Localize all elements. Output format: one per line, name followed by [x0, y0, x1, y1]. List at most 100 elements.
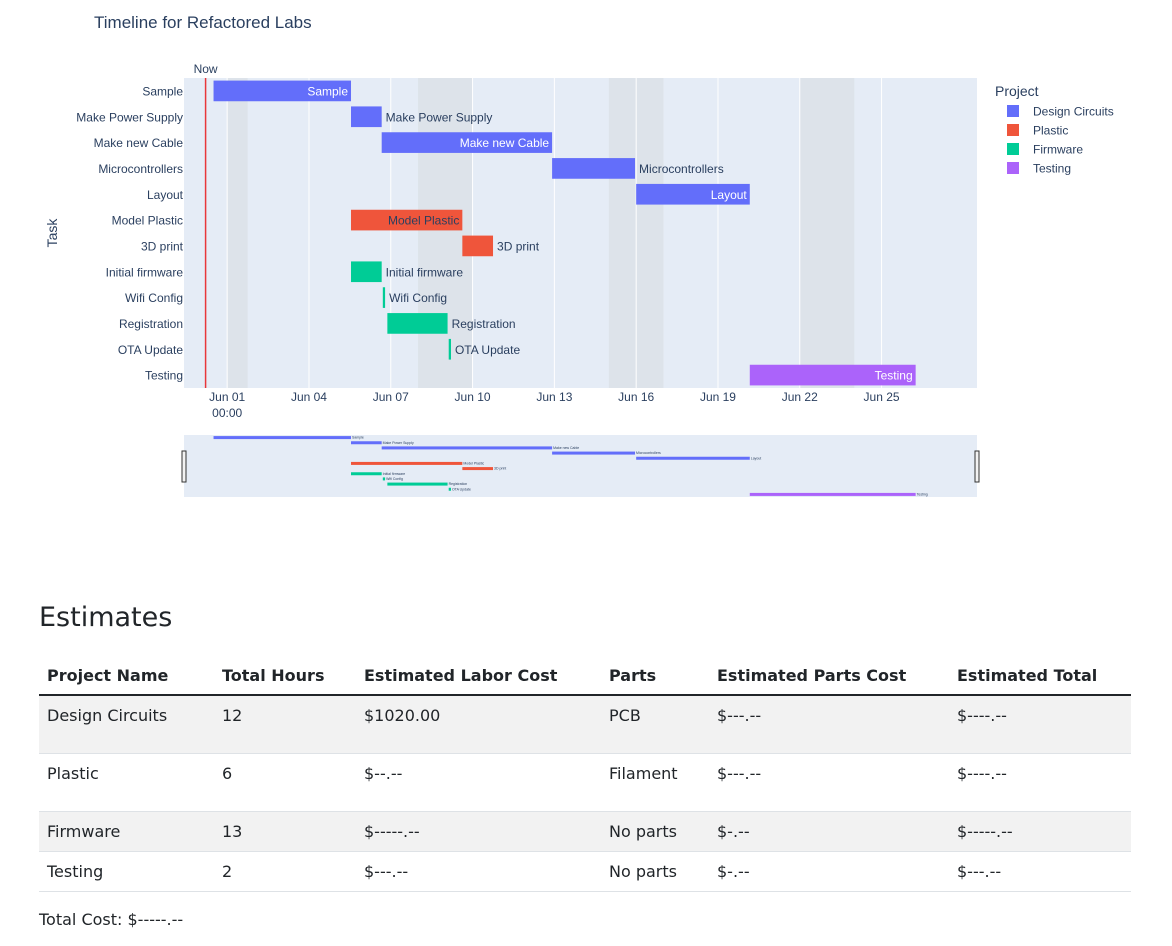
x-tick-label: Jun 01 — [209, 390, 245, 404]
task-bar-initial-firmware[interactable] — [351, 261, 382, 283]
bar-label: Sample — [307, 84, 348, 98]
mini-bar — [462, 467, 494, 471]
x-gridlines — [226, 78, 883, 388]
project-name-cell: Firmware — [39, 811, 214, 852]
legend-item-firmware[interactable]: Firmware — [1007, 143, 1083, 157]
column-header-labor-cost: Estimated Labor Cost — [356, 656, 601, 696]
task-bar-model-plastic[interactable] — [351, 209, 463, 231]
parts-cost-cell: $-.-- — [709, 851, 949, 892]
bar-label: Initial firmware — [386, 265, 464, 279]
mini-bar-label: Wifi Config — [386, 477, 403, 481]
y-axis-title: Task — [44, 218, 60, 248]
bar-label: Layout — [711, 188, 748, 202]
legend-title: Project — [995, 83, 1039, 99]
table-row: Plastic 6 $--.-- Filament $---.-- $----.… — [39, 753, 1131, 812]
y-tick-label: 3D print — [141, 239, 184, 253]
range-slider-background[interactable] — [184, 435, 977, 497]
task-bar-make-new-cable[interactable] — [381, 132, 553, 153]
y-tick-label: Sample — [142, 84, 183, 98]
parts-cell: PCB — [601, 695, 709, 754]
range-slider-right-handle[interactable] — [974, 450, 980, 483]
bar-label: Registration — [452, 317, 516, 331]
chart-title: Timeline for Refactored Labs — [94, 13, 312, 32]
x-tick-label: Jun 07 — [373, 390, 409, 404]
mini-bar-label: Make Power Supply — [383, 441, 414, 445]
mini-bar — [351, 461, 463, 465]
task-bar-testing[interactable] — [749, 364, 916, 386]
weekend-band — [418, 78, 473, 388]
x-tick-label: Jun 22 — [782, 390, 818, 404]
bar-label: Model Plastic — [388, 214, 459, 228]
legend[interactable]: Project Design Circuits Plastic Firmware Te… — [995, 83, 1114, 176]
x-tick-sublabel: 00:00 — [212, 406, 242, 420]
y-tick-label: Testing — [145, 369, 183, 383]
mini-bar-label: Microcontrollers — [636, 451, 661, 455]
task-bar-make-power-supply[interactable] — [351, 106, 382, 128]
y-tick-label: Make Power Supply — [76, 110, 183, 124]
project-name-cell: Plastic — [39, 753, 214, 812]
table-row: Firmware 13 $-----.-- No parts $-.-- $--… — [39, 811, 1131, 852]
mini-bar — [552, 451, 636, 455]
estimated-total-cell: $----.-- — [949, 695, 1131, 754]
parts-cell: No parts — [601, 811, 709, 852]
legend-swatch — [1007, 143, 1019, 155]
column-header-estimated-total: Estimated Total — [949, 656, 1131, 696]
mini-bar — [213, 436, 352, 440]
estimates-section: Estimates Project Name Total Hours Estim… — [39, 596, 1131, 929]
bar-label: Testing — [875, 369, 913, 383]
estimates-table: Project Name Total Hours Estimated Labor… — [39, 656, 1131, 892]
total-hours-cell: 13 — [214, 811, 356, 852]
legend-label: Firmware — [1033, 143, 1083, 157]
parts-cost-cell: $-.-- — [709, 811, 949, 852]
project-name-cell: Design Circuits — [39, 695, 214, 754]
y-axis-tick-labels: Sample Make Power Supply Make new Cable Mic… — [76, 84, 183, 382]
mini-bar — [387, 482, 448, 486]
estimated-total-cell: $---.-- — [949, 851, 1131, 892]
y-tick-label: Wifi Config — [125, 291, 183, 305]
task-bars[interactable] — [213, 80, 916, 386]
x-tick-label: Jun 16 — [618, 390, 654, 404]
table-row: Design Circuits 12 $1020.00 PCB $---.-- … — [39, 695, 1131, 754]
project-name-cell: Testing — [39, 851, 214, 892]
task-bar-layout[interactable] — [636, 183, 750, 205]
bar-label: Wifi Config — [389, 291, 447, 305]
y-tick-label: Microcontrollers — [98, 162, 183, 176]
bar-label: Make new Cable — [460, 136, 550, 150]
column-header-parts: Parts — [601, 656, 709, 696]
total-hours-cell: 6 — [214, 753, 356, 812]
mini-bar-label: Make new Cable — [553, 446, 579, 450]
task-bar-microcontrollers[interactable] — [552, 158, 636, 179]
bar-label: Microcontrollers — [639, 162, 724, 176]
legend-swatch — [1007, 162, 1019, 174]
mini-bar-label: OTA Update — [452, 487, 471, 491]
labor-cost-cell: $---.-- — [356, 851, 601, 892]
task-bar-3d-print[interactable] — [462, 235, 494, 257]
legend-item-design-circuits[interactable]: Design Circuits — [1007, 105, 1114, 119]
x-tick-label: Jun 19 — [700, 390, 736, 404]
bar-label: 3D print — [497, 239, 540, 253]
mini-bar-label: Registration — [449, 482, 468, 486]
total-cost: Total Cost: $-----.-- — [39, 910, 184, 929]
legend-swatch — [1007, 124, 1019, 136]
mini-bar — [351, 441, 382, 445]
range-slider[interactable]: Sample Make Power Supply Make new Cable Mic… — [181, 435, 980, 497]
legend-item-testing[interactable]: Testing — [1007, 162, 1071, 176]
range-slider-left-handle[interactable] — [181, 450, 187, 483]
y-tick-label: Layout — [147, 188, 184, 202]
y-tick-label: Registration — [119, 317, 183, 331]
task-bar-sample[interactable] — [213, 80, 352, 102]
bar-label: Make Power Supply — [386, 110, 493, 124]
parts-cost-cell: $---.-- — [709, 753, 949, 812]
parts-cell: Filament — [601, 753, 709, 812]
task-bar-registration[interactable] — [387, 313, 448, 334]
total-hours-cell: 2 — [214, 851, 356, 892]
table-header-row: Project Name Total Hours Estimated Labor… — [39, 656, 1131, 696]
y-tick-label: OTA Update — [118, 343, 183, 357]
x-tick-label: Jun 25 — [864, 390, 900, 404]
column-header-project-name: Project Name — [39, 656, 214, 696]
now-label: Now — [194, 62, 218, 76]
task-bar-wifi-config[interactable] — [382, 287, 386, 308]
legend-label: Plastic — [1033, 124, 1068, 138]
task-bar-ota-update[interactable] — [448, 338, 451, 360]
legend-item-plastic[interactable]: Plastic — [1007, 124, 1068, 138]
